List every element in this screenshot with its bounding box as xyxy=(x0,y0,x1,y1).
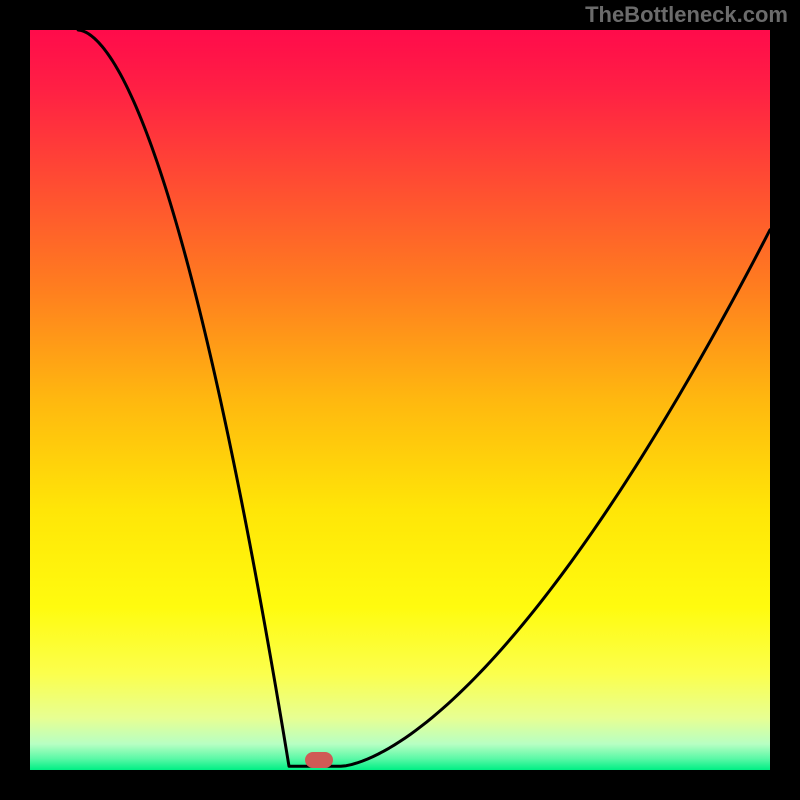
watermark-text: TheBottleneck.com xyxy=(585,2,788,28)
plot-svg xyxy=(30,30,770,770)
chart-container: { "watermark": { "text": "TheBottleneck.… xyxy=(0,0,800,800)
optimum-marker xyxy=(305,752,333,768)
plot-area xyxy=(30,30,770,770)
gradient-background xyxy=(30,30,770,770)
optimum-marker-shape xyxy=(305,752,333,768)
